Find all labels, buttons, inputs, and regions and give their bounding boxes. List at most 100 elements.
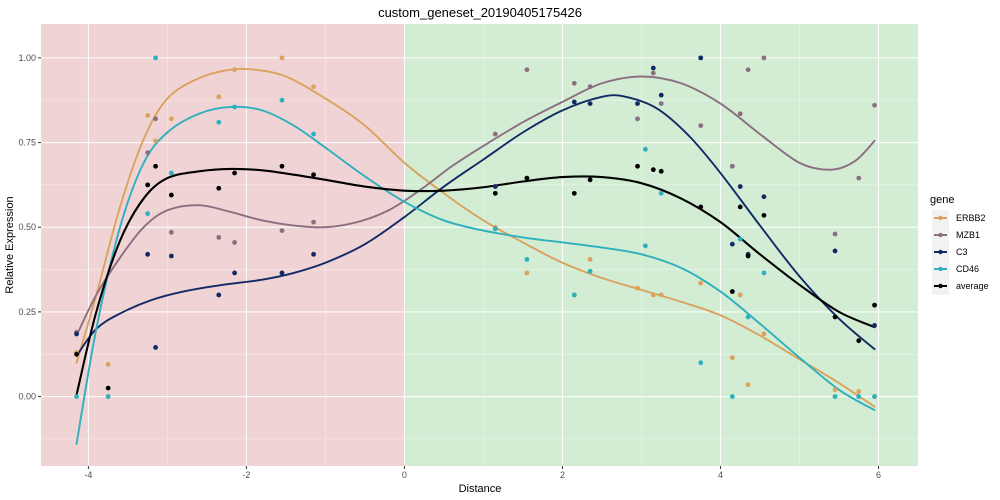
gridlines [41,24,918,466]
point-cd46 [745,314,751,320]
point-average [153,163,158,169]
point-average [587,177,593,183]
point-cd46 [216,119,222,125]
point-erbb2 [153,138,158,144]
point-cd46 [832,394,838,399]
point-erbb2 [587,256,593,262]
point-c3 [232,270,237,276]
point-erbb2 [635,285,640,291]
point-mzb1 [279,228,285,234]
point-mzb1 [216,234,222,240]
x-tick-label: 6 [876,470,881,480]
legend-item-average: average [932,278,989,295]
legend-item-erbb2: ERBB2 [932,210,986,227]
curve-average [75,167,876,396]
legend-label-c3: C3 [956,247,968,257]
series-points-average [74,163,877,391]
point-average [105,385,111,391]
point-average [856,338,862,344]
point-erbb2 [745,382,751,388]
point-average [745,253,751,259]
point-cd46 [524,256,530,262]
point-mzb1 [232,240,237,245]
point-c3 [279,270,285,276]
point-c3 [650,65,656,71]
point-erbb2 [232,67,237,73]
curve-mzb1 [75,75,876,337]
point-cd46 [153,55,158,61]
point-erbb2 [105,361,111,367]
region-1 [404,24,919,466]
legend-key-point [938,232,943,238]
legend-item-mzb1: MZB1 [932,227,980,244]
point-cd46 [737,236,743,242]
point-erbb2 [698,280,704,286]
point-cd46 [643,243,648,249]
point-cd46 [232,104,237,110]
point-cd46 [587,268,593,274]
x-tick-label: -2 [242,470,250,480]
point-cd46 [658,190,664,196]
point-average [635,163,640,169]
point-cd46 [145,211,151,217]
point-average [761,212,767,218]
point-mzb1 [658,101,664,106]
point-cd46 [311,131,316,137]
point-average [729,289,735,294]
y-tick-label: 0.00 [18,392,36,402]
point-c3 [832,248,838,254]
x-tick-label: 0 [402,470,407,480]
legend-key-point [938,249,943,255]
point-erbb2 [729,355,735,361]
x-tick-label: -4 [84,470,92,480]
legend-key-point [938,266,943,272]
point-c3 [587,101,593,106]
point-average [279,163,285,169]
point-mzb1 [145,150,151,156]
point-erbb2 [279,55,285,61]
point-average [571,190,577,196]
x-axis: -4 -2 0 2 4 6 [84,466,881,480]
legend-key-point [938,215,943,221]
point-average [872,302,877,308]
point-c3 [216,292,222,298]
point-cd46 [729,394,735,399]
x-tick-label: 2 [560,470,565,480]
point-mzb1 [856,175,862,181]
legend-label-mzb1: MZB1 [956,230,980,240]
point-erbb2 [650,292,656,298]
point-cd46 [872,394,877,399]
point-average [232,170,237,176]
point-c3 [168,253,174,259]
point-cd46 [761,270,767,276]
point-c3 [698,55,704,61]
point-c3 [658,92,664,98]
point-erbb2 [761,331,767,337]
region-0 [41,24,405,466]
point-c3 [571,99,577,105]
point-average [168,192,174,198]
point-mzb1 [635,116,640,122]
point-erbb2 [145,113,151,118]
point-mzb1 [729,163,735,169]
point-c3 [729,241,735,247]
series-points-c3 [74,55,877,350]
series-points-mzb1 [74,55,877,335]
point-mzb1 [524,67,530,73]
x-axis-title: Distance [459,483,502,495]
point-erbb2 [832,387,838,393]
legend-title: gene [930,194,954,206]
point-c3 [311,251,316,257]
point-mzb1 [571,80,577,86]
point-cd46 [856,394,862,399]
point-c3 [153,345,158,350]
curve-c3 [75,94,876,357]
point-mzb1 [761,55,767,61]
point-mzb1 [745,67,751,73]
point-cd46 [279,97,285,103]
point-average [74,351,79,357]
point-mzb1 [832,231,838,237]
point-cd46 [105,394,111,399]
chart-title: custom_geneset_20190405175426 [378,5,582,20]
